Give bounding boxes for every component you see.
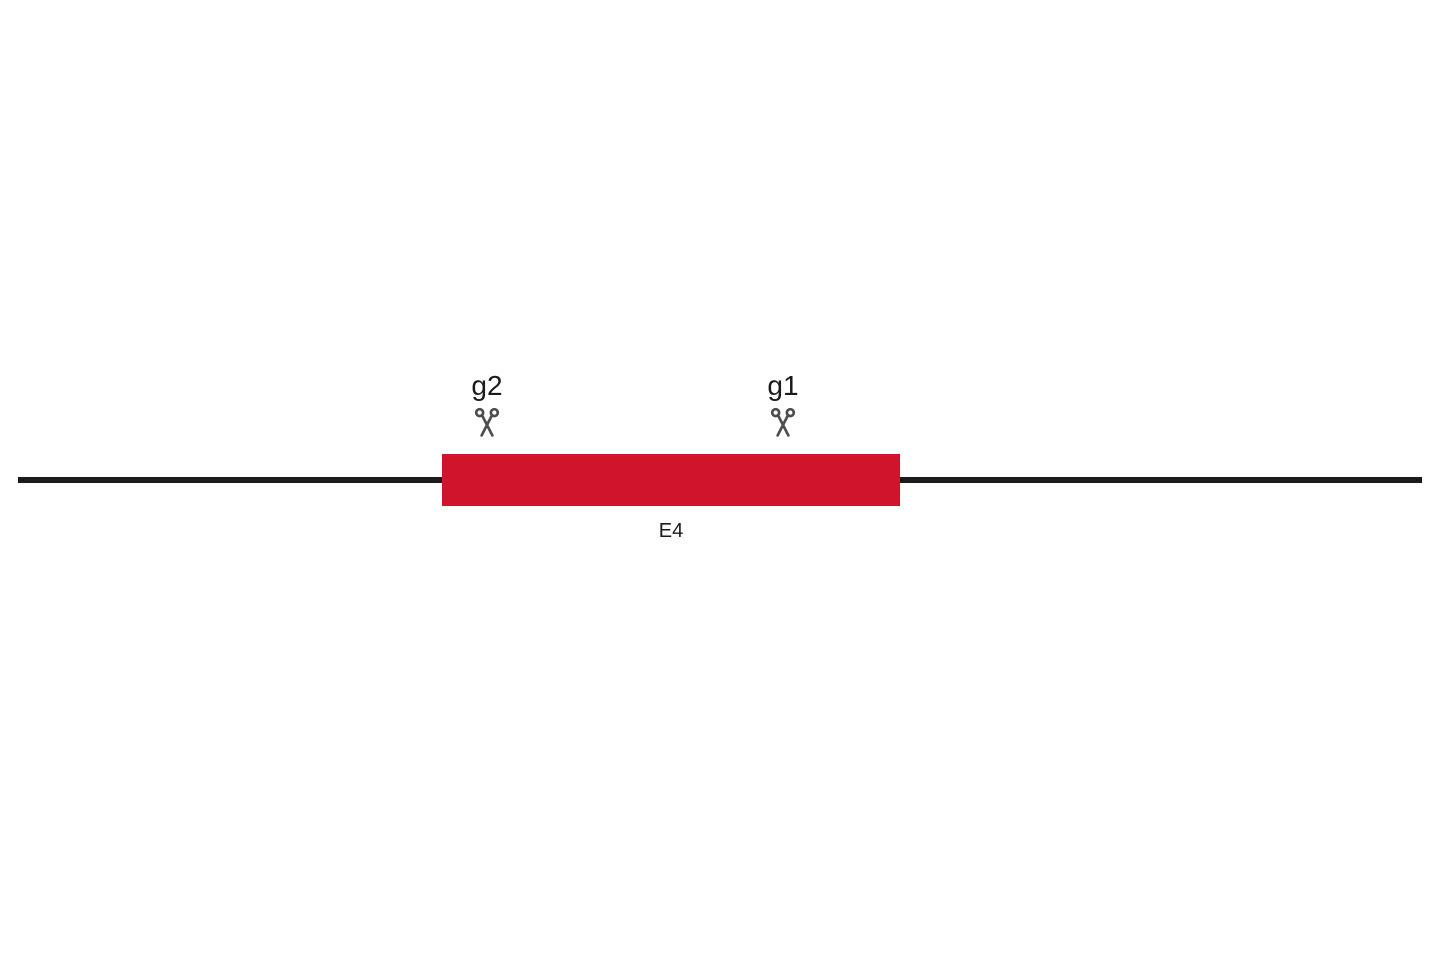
genome-line-left (18, 477, 442, 483)
cut-label-g1: g1 (767, 370, 799, 402)
cut-site-g2: g2 (471, 370, 503, 438)
cut-label-g2: g2 (471, 370, 503, 402)
gene-diagram: E4 g2 g1 (0, 0, 1440, 960)
genome-line-right (900, 477, 1422, 483)
exon-box (442, 454, 900, 506)
scissors-icon (767, 406, 799, 438)
cut-site-g1: g1 (767, 370, 799, 438)
scissors-icon (471, 406, 503, 438)
exon-label: E4 (659, 520, 683, 543)
